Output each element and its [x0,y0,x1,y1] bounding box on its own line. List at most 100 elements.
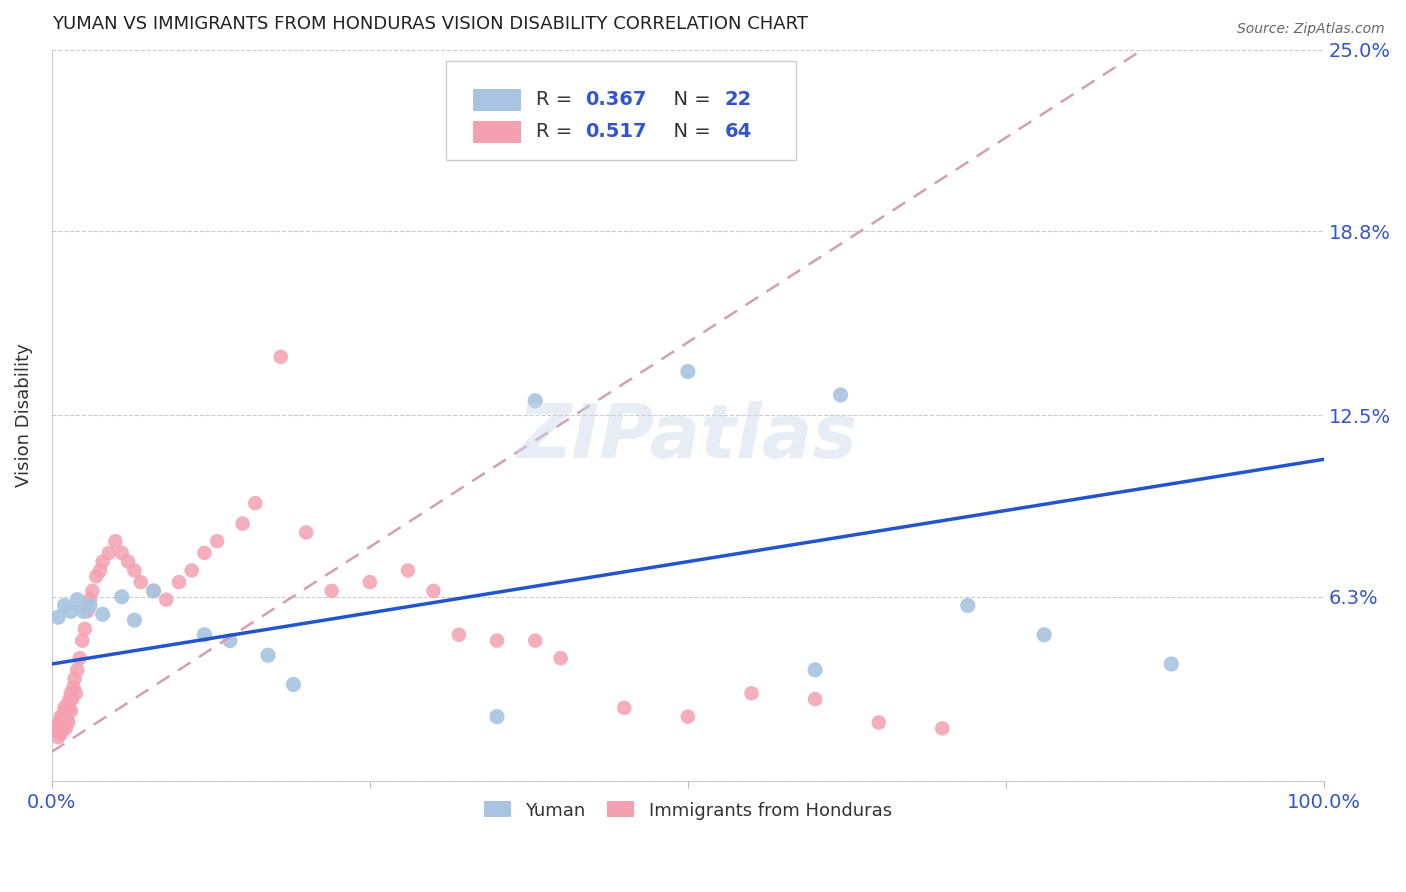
Point [51,715,73,730]
Point [104,534,127,549]
Point [486,709,509,723]
Point [98,546,121,560]
Text: Source: ZipAtlas.com: Source: ZipAtlas.com [1237,22,1385,37]
Point [66,592,89,607]
Point [58,692,80,706]
Point [53,701,76,715]
Point [84,569,107,583]
Point [55,704,77,718]
Text: N =: N = [661,90,717,109]
Point [76,604,98,618]
Point [396,563,419,577]
Point [804,663,827,677]
Legend: Yuman, Immigrants from Honduras: Yuman, Immigrants from Honduras [477,794,900,827]
Point [524,633,547,648]
Point [193,628,215,642]
Point [89,563,111,577]
Point [65,686,87,700]
Point [46,610,69,624]
Point [45,722,67,736]
FancyBboxPatch shape [446,61,796,160]
Point [69,651,91,665]
Point [124,613,146,627]
Point [72,604,94,618]
Point [52,709,75,723]
Point [66,663,89,677]
Point [447,628,470,642]
Point [79,592,101,607]
Text: 0.517: 0.517 [585,122,647,141]
Point [142,583,165,598]
Point [60,692,83,706]
Point [257,648,280,663]
FancyBboxPatch shape [472,88,522,111]
Point [53,718,76,732]
Point [956,599,979,613]
Point [676,365,699,379]
Point [73,622,96,636]
Point [180,563,202,577]
Point [868,715,890,730]
FancyBboxPatch shape [472,120,522,143]
Point [46,730,69,744]
Text: R =: R = [537,122,579,141]
Point [804,692,827,706]
Point [193,546,215,560]
Text: ZIPatlas: ZIPatlas [517,401,858,474]
Text: 64: 64 [724,122,752,141]
Point [245,496,267,510]
Point [359,575,381,590]
Point [295,525,318,540]
Point [56,698,79,712]
Point [59,604,82,618]
Point [49,727,72,741]
Point [124,563,146,577]
Point [48,724,70,739]
Point [613,701,636,715]
Point [486,633,509,648]
Point [91,555,114,569]
Point [142,583,165,598]
Point [422,583,444,598]
Point [59,704,82,718]
Point [232,516,254,531]
Point [205,534,228,549]
Text: N =: N = [661,122,717,141]
Point [1033,628,1056,642]
Point [79,599,101,613]
Point [1160,657,1182,671]
Point [82,583,104,598]
Point [91,607,114,622]
Point [129,575,152,590]
Text: 0.367: 0.367 [585,90,647,109]
Point [53,599,76,613]
Point [283,677,305,691]
Point [63,672,86,686]
Point [676,709,699,723]
Point [155,592,177,607]
Point [270,350,292,364]
Point [59,686,82,700]
Point [931,722,953,736]
Point [49,709,72,723]
Point [167,575,190,590]
Point [58,715,80,730]
Point [321,583,343,598]
Point [830,388,852,402]
Y-axis label: Vision Disability: Vision Disability [15,343,32,487]
Point [56,713,79,727]
Point [72,633,94,648]
Point [111,546,134,560]
Text: R =: R = [537,90,579,109]
Point [111,590,134,604]
Point [218,633,240,648]
Point [58,701,80,715]
Point [524,393,547,408]
Point [48,715,70,730]
Point [550,651,572,665]
Point [62,681,84,695]
Point [117,555,139,569]
Point [55,722,77,736]
Point [51,722,73,736]
Point [740,686,762,700]
